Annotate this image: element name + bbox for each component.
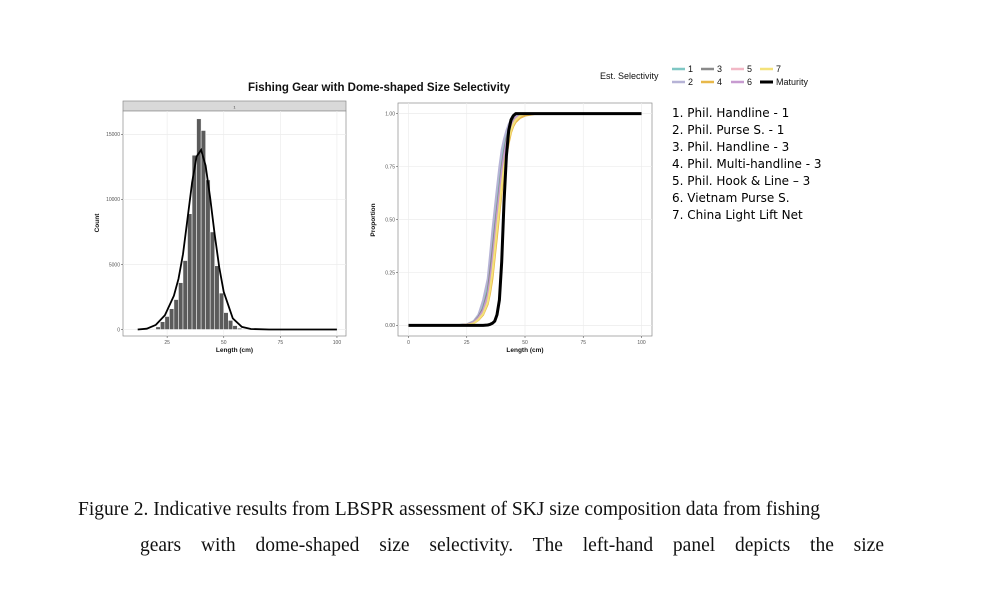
figure-title: Fishing Gear with Dome-shaped Size Selec… (248, 82, 511, 94)
y-tick-label: 0.50 (385, 217, 395, 223)
histogram-bar (214, 265, 220, 330)
legend-key-label: 7 (776, 64, 781, 74)
x-tick-label: 75 (278, 340, 284, 346)
x-tick-label: 25 (164, 340, 170, 346)
gear-list-item: 7. China Light Lift Net (672, 208, 803, 222)
legend-key-label: 6 (747, 77, 752, 87)
selectivity-panel: 0 25 50 75 100 0.00 0.25 0.50 0.75 1.00 Length (… (370, 102, 653, 354)
gear-list-item: 4. Phil. Multi-handline - 3 (672, 157, 822, 171)
legend-title: Est. Selectivity (600, 71, 659, 81)
gear-list-item: 1. Phil. Handline - 1 (672, 106, 790, 120)
y-tick-label: 10000 (106, 197, 120, 203)
histogram-bar (155, 326, 161, 330)
gear-list-item: 2. Phil. Purse S. - 1 (672, 123, 785, 137)
histogram-plot-area (122, 110, 347, 337)
histogram-y-ticks: 0 5000 10000 15000 (106, 132, 123, 333)
x-tick-label: 100 (333, 340, 342, 346)
gear-list-item: 5. Phil. Hook & Line – 3 (672, 174, 811, 188)
gear-list-item: 3. Phil. Handline - 3 (672, 140, 790, 154)
y-tick-label: 15000 (106, 132, 120, 138)
histogram-bar (218, 292, 224, 330)
histogram-bar (228, 320, 234, 330)
selectivity-x-ticks: 0 25 50 75 100 (407, 336, 646, 346)
selectivity-y-axis-label: Proportion (370, 203, 377, 236)
y-tick-label: 0 (117, 327, 120, 333)
legend-key-label: 3 (717, 64, 722, 74)
selectivity-curves (408, 112, 642, 327)
histogram-bar (237, 327, 243, 330)
histogram-x-ticks: 25 50 75 100 (164, 336, 341, 346)
histogram-bar (178, 282, 184, 330)
y-tick-label: 0.25 (385, 270, 395, 276)
x-tick-label: 50 (221, 340, 227, 346)
x-tick-label: 0 (407, 340, 410, 346)
legend-key-label: Maturity (776, 77, 809, 87)
selectivity-legend: Est. Selectivity 1 3 5 7 2 4 6 Maturity (600, 64, 809, 87)
histogram-bar (169, 308, 175, 330)
y-tick-label: 0.75 (385, 164, 395, 170)
legend-key-label: 5 (747, 64, 752, 74)
selectivity-line-maturity (408, 112, 642, 327)
x-tick-label: 50 (522, 340, 528, 346)
histogram-bars (155, 118, 243, 330)
fitted-length-curve (137, 147, 337, 331)
histogram-x-axis-label: Length (cm) (216, 347, 253, 354)
caption-line-2: gears with dome-shaped size selectivity.… (140, 535, 884, 556)
histogram-bar (164, 316, 170, 330)
histogram-bar (182, 260, 188, 330)
caption-line-1: Figure 2. Indicative results from LBSPR … (78, 499, 820, 520)
figure-caption: Figure 2. Indicative results from LBSPR … (78, 492, 884, 564)
histogram-bar (173, 299, 179, 330)
facet-strip-label: 1 (233, 105, 236, 110)
histogram-bar (187, 213, 193, 330)
gear-type-list: 1. Phil. Handline - 1 2. Phil. Purse S. … (672, 105, 822, 224)
x-tick-label: 75 (580, 340, 586, 346)
x-tick-label: 25 (464, 340, 470, 346)
histogram-bar (205, 179, 211, 330)
y-tick-label: 0.00 (385, 323, 395, 329)
legend-key-label: 4 (717, 77, 722, 87)
histogram-bar (209, 231, 215, 330)
histogram-bar (160, 321, 166, 330)
histogram-bar (232, 325, 238, 330)
legend-key-label: 1 (688, 64, 693, 74)
legend-key-label: 2 (688, 77, 693, 87)
gear-list-item: 6. Vietnam Purse S. (672, 191, 790, 205)
x-tick-label: 100 (637, 340, 646, 346)
histogram-bar (223, 312, 229, 330)
y-tick-label: 5000 (109, 262, 120, 268)
histogram-y-axis-label: Count (94, 213, 101, 233)
selectivity-line-7 (408, 112, 642, 327)
y-tick-label: 1.00 (385, 111, 395, 117)
selectivity-y-ticks: 0.00 0.25 0.50 0.75 1.00 (385, 111, 398, 329)
selectivity-x-axis-label: Length (cm) (506, 347, 543, 354)
